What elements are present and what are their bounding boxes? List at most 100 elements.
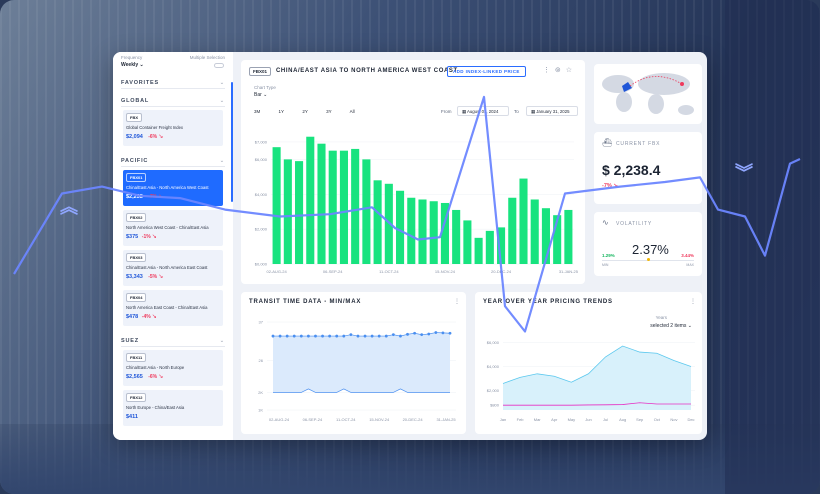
chevron-icon: ⌄ bbox=[219, 80, 225, 86]
bar bbox=[485, 230, 494, 264]
y-tick-label: $0,000 bbox=[255, 262, 268, 267]
y-tick-label: 26 bbox=[259, 358, 264, 363]
max-point bbox=[321, 334, 324, 338]
x-tick-label: 31-JAN-25 bbox=[436, 417, 456, 422]
arrow-down-icon: ↘ bbox=[151, 314, 157, 320]
section-divider bbox=[121, 106, 225, 107]
chart-type-select[interactable]: Bar ⌄ bbox=[254, 92, 268, 98]
transit-chart: 1K 2K 26 37 02-AUG-24 06-SEP-24 11-OCT-24 15-NO… bbox=[258, 320, 456, 423]
max-point bbox=[448, 331, 452, 335]
bar bbox=[339, 150, 348, 264]
max-point bbox=[299, 334, 303, 338]
current-fbx-value: $ 2,238.4 bbox=[602, 162, 661, 178]
max-point bbox=[356, 334, 360, 338]
bar bbox=[508, 197, 517, 264]
arrow-down-icon: ↘ bbox=[158, 374, 164, 380]
volatility-marker bbox=[647, 258, 650, 261]
volatility-label: VOLATILITY bbox=[616, 221, 652, 227]
max-point bbox=[363, 334, 367, 338]
index-code: FBX01 bbox=[126, 173, 147, 182]
x-tick-label: 11-OCT-24 bbox=[379, 269, 399, 274]
index-change: -6% bbox=[148, 374, 158, 380]
x-tick-label: Oct bbox=[654, 417, 661, 422]
x-tick-label: 20-DEC-24 bbox=[403, 417, 424, 422]
route-marker bbox=[680, 82, 684, 86]
x-tick-label: 20-DEC-24 bbox=[491, 269, 512, 274]
share-icon[interactable]: ⊚ bbox=[554, 67, 566, 74]
index-name: China/East Asia - North America West Coa… bbox=[126, 185, 209, 190]
add-index-linked-price-button[interactable]: ADD INDEX-LINKED PRICE bbox=[447, 66, 526, 77]
background-right-band bbox=[725, 0, 820, 494]
x-tick-label: Dec bbox=[687, 417, 694, 422]
y-tick-label: $800 bbox=[490, 403, 500, 408]
max-point bbox=[271, 334, 275, 338]
ship-icon: ⛴ bbox=[602, 138, 613, 147]
x-tick-label: Sep bbox=[636, 417, 644, 422]
bar bbox=[384, 183, 393, 264]
chevron-down-icon: ︾ bbox=[735, 163, 753, 183]
series-line bbox=[502, 345, 692, 384]
section-title: FAVORITES bbox=[121, 80, 159, 86]
x-tick-label: Apr bbox=[551, 417, 558, 422]
index-card[interactable]: FBX04 North America East Coast - China/Ea… bbox=[123, 290, 223, 326]
frequency-select[interactable]: Weekly ⌄ bbox=[121, 62, 144, 68]
series-area bbox=[503, 346, 691, 410]
index-name: Global Container Freight Index bbox=[126, 125, 184, 130]
index-card[interactable]: FBX01 China/East Asia - North America Wes… bbox=[123, 170, 223, 206]
chevron-icon: ⌄ bbox=[219, 338, 225, 344]
main-actions: ⋮⊚☆ bbox=[543, 66, 577, 74]
index-change: -6% bbox=[148, 134, 158, 140]
bar bbox=[351, 148, 360, 264]
index-card[interactable]: FBX02 North America West Coast - China/Ea… bbox=[123, 210, 223, 246]
bar bbox=[283, 159, 292, 264]
max-point bbox=[406, 332, 409, 336]
volatility-high: 3.44% bbox=[681, 253, 694, 258]
arrow-down-icon: ↘ bbox=[158, 194, 164, 200]
max-point bbox=[278, 334, 282, 338]
index-price: $2,238 bbox=[126, 194, 143, 200]
sidebar-scrollbar[interactable] bbox=[231, 82, 233, 202]
max-point bbox=[335, 334, 339, 338]
range-area bbox=[273, 332, 450, 393]
bar bbox=[553, 215, 562, 264]
index-price: $411 bbox=[126, 414, 138, 420]
multiple-selection-toggle[interactable] bbox=[214, 63, 224, 68]
star-icon[interactable]: ☆ bbox=[565, 67, 577, 74]
bar bbox=[440, 202, 449, 264]
section-favorites[interactable]: FAVORITES ⌄ bbox=[121, 80, 225, 86]
max-point bbox=[314, 334, 317, 338]
chart-type-label: Chart Type bbox=[254, 85, 276, 90]
max-point bbox=[349, 333, 353, 337]
series-line bbox=[503, 402, 691, 406]
index-card[interactable]: FBX12 North Europe - China/East Asia $411 bbox=[123, 390, 223, 426]
y-tick-label: $6,000 bbox=[487, 340, 500, 345]
bar bbox=[328, 150, 337, 264]
section-suez[interactable]: SUEZ ⌄ bbox=[121, 338, 225, 344]
section-global[interactable]: GLOBAL ⌄ bbox=[121, 98, 225, 104]
index-card[interactable]: FBX11 China/East Asia - North Europe $2,56… bbox=[123, 350, 223, 386]
x-tick-label: Mar bbox=[534, 417, 542, 422]
section-pacific[interactable]: PACIFIC ⌄ bbox=[121, 158, 225, 164]
kebab-icon[interactable]: ⋮ bbox=[542, 67, 555, 74]
y-tick-label: $2,000 bbox=[255, 227, 268, 232]
arrow-down-icon: ↘ bbox=[613, 183, 618, 189]
index-card[interactable]: FBX03 China/East Asia - North America Eas… bbox=[123, 250, 223, 286]
dashboard-panel: Frequency Weekly ⌄ Multiple Selection FA… bbox=[113, 52, 707, 440]
frequency-label: Frequency bbox=[121, 55, 143, 60]
index-price: $478 bbox=[126, 314, 139, 320]
index-card[interactable]: FBX Global Container Freight Index $2,094-… bbox=[123, 110, 223, 146]
max-point bbox=[384, 334, 388, 338]
yoy-chart: $6,000 $4,000 $2,000 $800 Jan Feb Mar Apr May Jun… bbox=[487, 340, 695, 422]
bar bbox=[373, 180, 382, 264]
y-tick-label: $4,000 bbox=[255, 192, 268, 197]
x-tick-label: May bbox=[568, 417, 576, 422]
max-point bbox=[342, 334, 346, 338]
index-price: $2,094 bbox=[126, 134, 143, 140]
min-line bbox=[273, 388, 450, 393]
section-title: PACIFIC bbox=[121, 158, 149, 164]
index-change: -5% bbox=[148, 274, 158, 280]
x-tick-label: 15-NOV-24 bbox=[435, 269, 456, 274]
y-tick-label: 1K bbox=[258, 408, 263, 413]
bar bbox=[272, 147, 281, 264]
max-point bbox=[427, 332, 431, 336]
